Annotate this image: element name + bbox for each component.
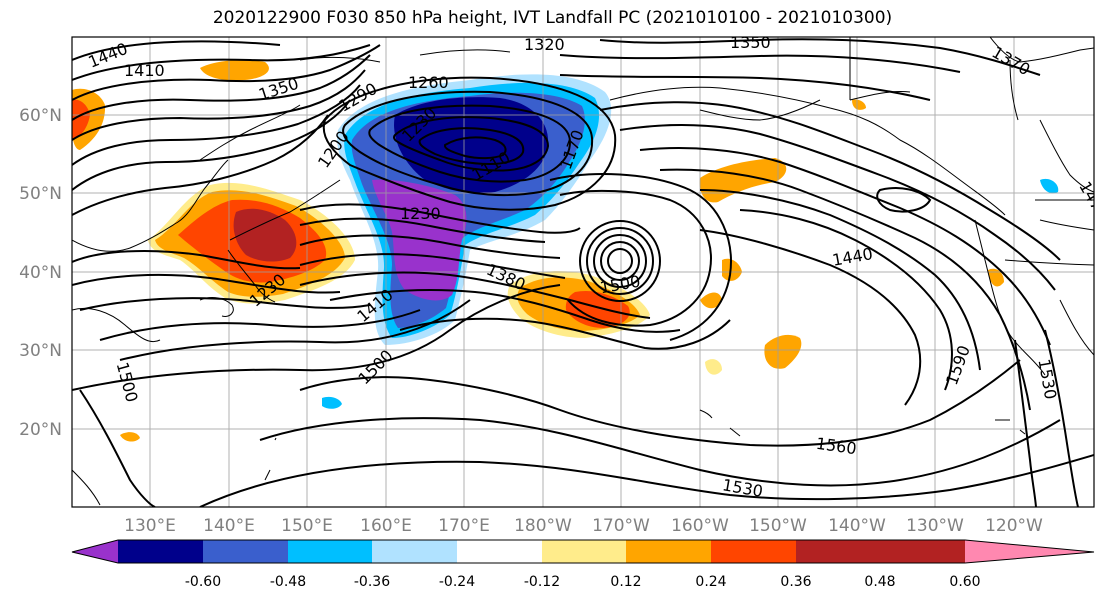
colorbar-tick-label: -0.24 bbox=[439, 574, 475, 590]
map-frame bbox=[71, 36, 1095, 508]
colorbar bbox=[71, 539, 1095, 564]
lon-label: 150°E bbox=[281, 516, 333, 536]
colorbar-segment bbox=[288, 540, 372, 563]
colorbar-segment bbox=[542, 540, 626, 563]
colorbar-segment bbox=[457, 540, 542, 563]
colorbar-tick-label: 0.48 bbox=[864, 574, 895, 590]
contour-label: 1260 bbox=[408, 73, 449, 92]
lon-label: 140°E bbox=[203, 516, 255, 536]
colorbar-tick-label: 0.60 bbox=[949, 574, 980, 590]
colorbar-tick-label: 0.36 bbox=[780, 574, 811, 590]
colorbar-outline bbox=[71, 539, 1095, 564]
map-title: 2020122900 F030 850 hPa height, IVT Land… bbox=[212, 8, 893, 28]
colorbar-tick-label: -0.60 bbox=[185, 574, 221, 590]
colorbar-ticks: -0.60 -0.48 -0.36 -0.24 -0.12 0.12 0.24 … bbox=[185, 574, 981, 590]
lat-label: 20°N bbox=[19, 420, 62, 440]
colorbar-tick-label: -0.36 bbox=[354, 574, 390, 590]
colorbar-tick-label: 0.24 bbox=[695, 574, 726, 590]
latitude-labels: 60°N 50°N 40°N 30°N 20°N bbox=[19, 106, 62, 440]
lat-label: 60°N bbox=[19, 106, 62, 126]
contour-labels: 1440 1410 1350 1320 1290 1260 1200 1350 … bbox=[85, 33, 1094, 501]
lon-label: 160°W bbox=[671, 516, 729, 536]
lon-label: 120°W bbox=[985, 516, 1043, 536]
lon-label: 160°E bbox=[360, 516, 412, 536]
contour-label: 1410 bbox=[124, 61, 165, 80]
colorbar-tick-label: 0.12 bbox=[610, 574, 641, 590]
contour-label: 1230 bbox=[400, 204, 441, 223]
colorbar-min-extend bbox=[72, 540, 118, 563]
lon-label: 140°W bbox=[828, 516, 886, 536]
lon-label: 130°E bbox=[124, 516, 176, 536]
lat-label: 50°N bbox=[19, 184, 62, 204]
colorbar-segment bbox=[880, 540, 965, 563]
lon-label: 170°W bbox=[592, 516, 650, 536]
colorbar-segment bbox=[118, 540, 203, 563]
colorbar-tick-label: -0.48 bbox=[270, 574, 306, 590]
colorbar-max-extend bbox=[965, 540, 1094, 563]
lon-label: 150°W bbox=[749, 516, 807, 536]
height-contours bbox=[72, 38, 1094, 507]
colorbar-segment bbox=[626, 540, 711, 563]
colorbar-tick-label: -0.12 bbox=[524, 574, 560, 590]
lon-label: 180°W bbox=[514, 516, 572, 536]
colorbar-segment bbox=[372, 540, 457, 563]
contour-label: 1350 bbox=[730, 33, 771, 52]
lon-label: 170°E bbox=[438, 516, 490, 536]
contour-label: 1320 bbox=[524, 35, 565, 54]
lon-label: 130°W bbox=[906, 516, 964, 536]
colorbar-segment bbox=[203, 540, 288, 563]
colorbar-segment bbox=[796, 540, 880, 563]
coastlines bbox=[72, 37, 1094, 506]
longitude-labels: 130°E 140°E 150°E 160°E 170°E 180°W 170°… bbox=[124, 516, 1043, 536]
lat-label: 30°N bbox=[19, 341, 62, 361]
colorbar-segment bbox=[711, 540, 796, 563]
lat-label: 40°N bbox=[19, 263, 62, 283]
